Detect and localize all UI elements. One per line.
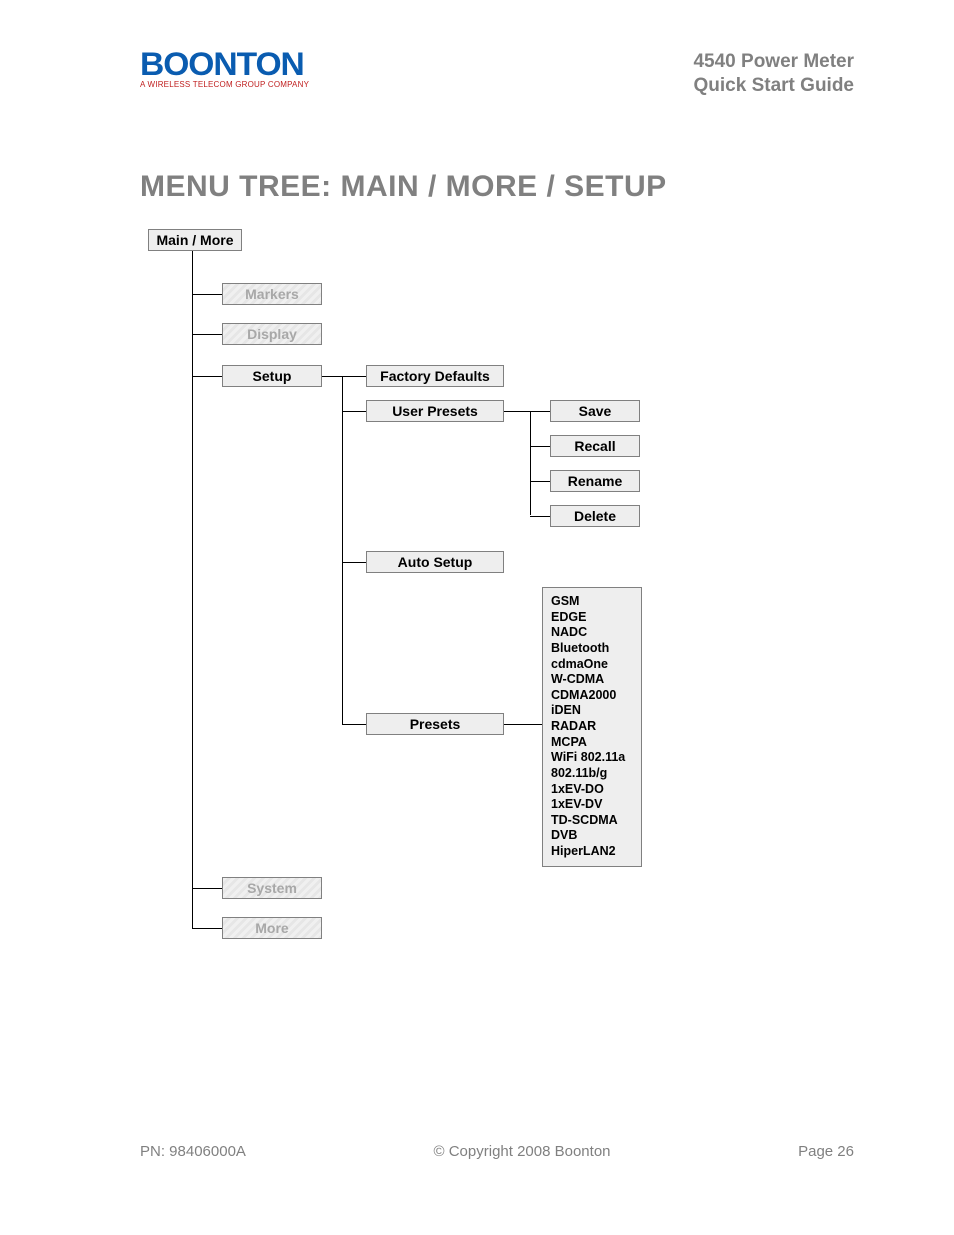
connector-line [504,411,530,412]
tree-node: Presets [366,713,504,735]
preset-item: 802.11b/g [551,766,633,782]
tree-node: Rename [550,470,640,492]
connector-line [504,724,542,725]
tree-node: Recall [550,435,640,457]
tree-node: Auto Setup [366,551,504,573]
preset-item: 1xEV-DV [551,797,633,813]
connector-line [530,446,550,447]
footer-pn: PN: 98406000A [140,1143,246,1160]
preset-item: W-CDMA [551,672,633,688]
footer-copyright: © Copyright 2008 Boonton [434,1143,611,1160]
connector-line [530,411,550,412]
connector-line [342,377,343,725]
preset-item: RADAR [551,719,633,735]
preset-item: CDMA2000 [551,688,633,704]
tree-node: Save [550,400,640,422]
preset-item: WiFi 802.11a [551,750,633,766]
connector-line [342,724,366,725]
connector-line [530,481,550,482]
tree-node: System [222,877,322,899]
connector-line [342,411,366,412]
connector-line [192,888,222,889]
tree-node: User Presets [366,400,504,422]
preset-item: TD-SCDMA [551,813,633,829]
connector-line [192,376,222,377]
logo-main: BOONTON [140,50,318,79]
tree-node: Main / More [148,229,242,251]
connector-line [192,334,222,335]
header-right: 4540 Power Meter Quick Start Guide [693,50,854,98]
preset-list: GSMEDGENADCBluetoothcdmaOneW-CDMACDMA200… [542,587,642,867]
preset-item: cdmaOne [551,657,633,673]
connector-line [192,251,193,929]
preset-item: 1xEV-DO [551,782,633,798]
connector-line [530,516,550,517]
tree-node: Display [222,323,322,345]
connector-line [530,412,531,515]
preset-item: EDGE [551,610,633,626]
connector-line [322,376,342,377]
connector-line [192,294,222,295]
doc-title: Quick Start Guide [693,74,854,98]
preset-item: MCPA [551,735,633,751]
tree-node: Markers [222,283,322,305]
page-header: BOONTON A WIRELESS TELECOM GROUP COMPANY… [140,50,854,98]
footer-page: Page 26 [798,1143,854,1160]
page-title: MENU TREE: MAIN / MORE / SETUP [140,170,667,204]
product-name: 4540 Power Meter [693,50,854,74]
page-footer: PN: 98406000A © Copyright 2008 Boonton P… [140,1143,854,1160]
preset-item: Bluetooth [551,641,633,657]
tree-node: Delete [550,505,640,527]
preset-item: iDEN [551,703,633,719]
tree-node: Factory Defaults [366,365,504,387]
preset-item: NADC [551,625,633,641]
preset-item: HiperLAN2 [551,844,633,860]
tree-node: More [222,917,322,939]
logo: BOONTON A WIRELESS TELECOM GROUP COMPANY [140,50,309,89]
connector-line [192,928,222,929]
connector-line [342,376,366,377]
tree-node: Setup [222,365,322,387]
menu-tree-diagram: Main / More Markers Display Setup System More… [140,225,840,965]
preset-item: GSM [551,594,633,610]
preset-item: DVB [551,828,633,844]
connector-line [342,562,366,563]
